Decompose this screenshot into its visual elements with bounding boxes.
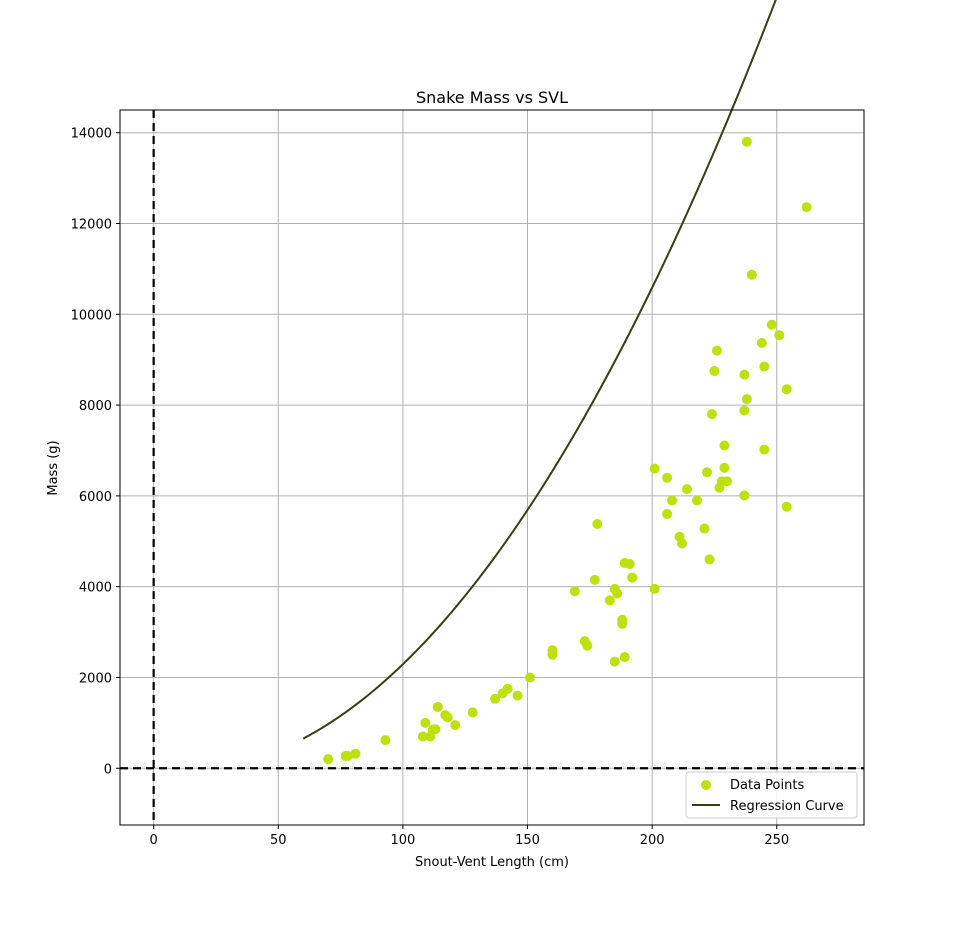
data-point — [502, 683, 513, 694]
data-point — [692, 495, 703, 506]
data-point — [801, 202, 812, 213]
data-point — [739, 369, 750, 380]
data-point — [525, 672, 536, 683]
x-tick-label: 50 — [270, 833, 287, 848]
x-tick-label: 250 — [764, 833, 789, 848]
data-point — [709, 366, 720, 377]
x-tick-label: 100 — [390, 833, 415, 848]
legend: Data Points Regression Curve — [685, 771, 858, 819]
plot-frame — [119, 109, 865, 826]
x-tick-label: 0 — [150, 833, 158, 848]
data-point — [592, 519, 603, 530]
data-point — [323, 754, 334, 765]
data-point — [512, 690, 523, 701]
data-point — [704, 554, 715, 565]
chart-title: Snake Mass vs SVL — [416, 88, 568, 107]
data-point — [677, 538, 688, 549]
data-point — [781, 501, 792, 512]
y-tick-label: 10000 — [71, 308, 112, 323]
data-point — [741, 394, 752, 405]
data-point — [432, 701, 443, 712]
y-axis-ticks: 0 2000 4000 6000 8000 10000 12000 14000 — [71, 127, 120, 777]
data-point — [569, 586, 580, 597]
legend-label-regression-curve: Regression Curve — [730, 799, 844, 814]
data-point — [619, 652, 630, 663]
data-point — [781, 384, 792, 395]
y-tick-label: 6000 — [79, 490, 112, 505]
data-point — [612, 588, 623, 599]
data-point — [719, 440, 730, 451]
data-point — [547, 645, 558, 656]
data-points — [323, 136, 812, 765]
data-point — [774, 330, 785, 341]
data-point — [589, 574, 600, 585]
x-tick-label: 150 — [515, 833, 540, 848]
data-point — [759, 361, 770, 372]
data-point — [682, 484, 693, 495]
legend-box — [685, 771, 858, 819]
data-point — [417, 731, 428, 742]
y-tick-label: 8000 — [79, 399, 112, 414]
data-point — [699, 523, 710, 534]
reference-lines — [120, 110, 864, 825]
data-point — [701, 467, 712, 478]
data-point — [766, 319, 777, 330]
data-point — [667, 495, 678, 506]
data-point — [739, 405, 750, 416]
y-tick-label: 0 — [104, 762, 112, 777]
legend-label-data-points: Data Points — [730, 778, 804, 793]
y-tick-label: 14000 — [71, 127, 112, 142]
data-point — [420, 717, 431, 728]
data-point — [662, 472, 673, 483]
data-point — [380, 735, 391, 746]
data-point — [706, 409, 717, 420]
y-tick-label: 12000 — [71, 217, 112, 232]
data-point — [756, 337, 767, 348]
data-point — [604, 595, 615, 606]
y-tick-label: 4000 — [79, 581, 112, 596]
data-point — [719, 462, 730, 473]
x-axis-ticks: 0 50 100 150 200 250 — [150, 825, 789, 848]
data-point — [759, 444, 770, 455]
data-point — [350, 748, 361, 759]
regression-curve-path — [302, 0, 777, 740]
data-point — [627, 572, 638, 583]
regression-curve — [302, 0, 777, 740]
y-axis-label: Mass (g) — [46, 440, 61, 495]
data-point — [450, 720, 461, 731]
grid-lines — [120, 110, 864, 825]
x-tick-label: 200 — [640, 833, 665, 848]
data-point — [739, 490, 750, 501]
data-point — [490, 693, 501, 704]
data-point — [582, 640, 593, 651]
data-point — [430, 724, 441, 735]
data-point — [467, 707, 478, 718]
data-point — [624, 558, 635, 569]
data-point — [721, 476, 732, 487]
data-point — [711, 345, 722, 356]
data-point — [609, 656, 620, 667]
data-point — [442, 712, 453, 723]
data-point — [741, 136, 752, 147]
y-tick-label: 2000 — [79, 671, 112, 686]
data-point — [746, 269, 757, 280]
data-point — [617, 614, 628, 625]
data-point — [649, 583, 660, 594]
data-point — [662, 509, 673, 520]
legend-marker-data-points — [701, 780, 711, 790]
x-axis-label: Snout-Vent Length (cm) — [415, 855, 569, 870]
data-point — [649, 463, 660, 474]
